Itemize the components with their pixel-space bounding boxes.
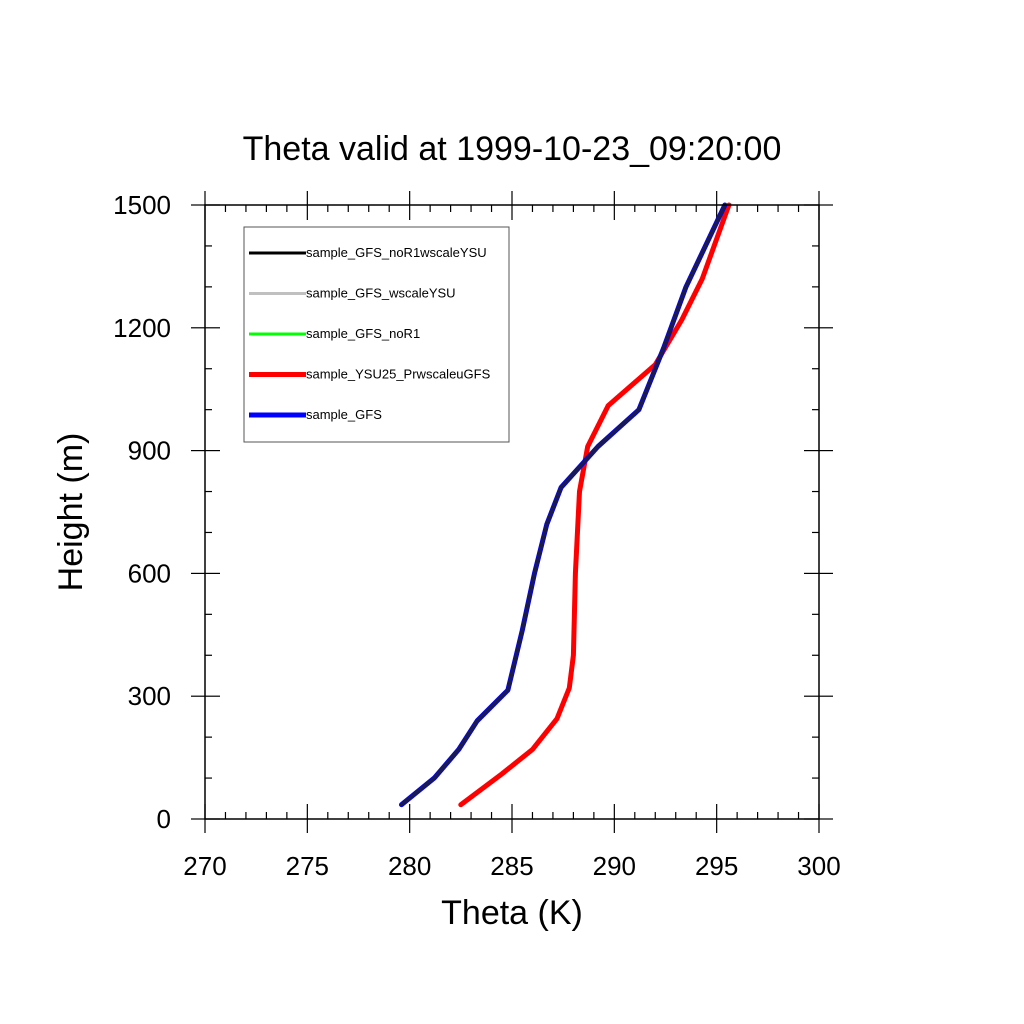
y-tick-labels: 0 300 600 900 1200 1500 (113, 190, 171, 834)
legend-label: sample_GFS (306, 407, 382, 422)
series-line-overlay (399, 203, 727, 807)
y-tick-label: 600 (128, 558, 171, 588)
x-tick-label: 280 (388, 851, 431, 881)
x-axis-label: Theta (K) (441, 894, 583, 932)
chart-title: Theta valid at 1999-10-23_09:20:00 (243, 130, 782, 168)
y-tick-label: 0 (157, 804, 171, 834)
x-tick-label: 295 (695, 851, 738, 881)
legend-label: sample_GFS_noR1 (306, 326, 420, 341)
y-tick-label: 300 (128, 681, 171, 711)
legend-label: sample_YSU25_PrwscaleuGFS (306, 367, 491, 382)
plot-frame (204, 204, 820, 820)
series-line-3 (458, 202, 732, 808)
tick-marks (191, 191, 833, 833)
x-tick-label: 285 (490, 851, 533, 881)
x-tick-label: 300 (797, 851, 840, 881)
x-tick-label: 290 (593, 851, 636, 881)
y-tick-label: 900 (128, 436, 171, 466)
legend-label: sample_GFS_wscaleYSU (306, 286, 456, 301)
x-tick-label: 270 (183, 851, 226, 881)
y-axis-label: Height (m) (52, 433, 90, 592)
y-tick-label: 1500 (113, 190, 171, 220)
series-layer (399, 202, 732, 808)
y-tick-label: 1200 (113, 313, 171, 343)
x-tick-labels: 270 275 280 285 290 295 300 (183, 851, 840, 881)
legend: sample_GFS_noR1wscaleYSU sample_GFS_wscal… (243, 226, 510, 443)
legend-label: sample_GFS_noR1wscaleYSU (306, 245, 487, 260)
x-tick-label: 275 (286, 851, 329, 881)
